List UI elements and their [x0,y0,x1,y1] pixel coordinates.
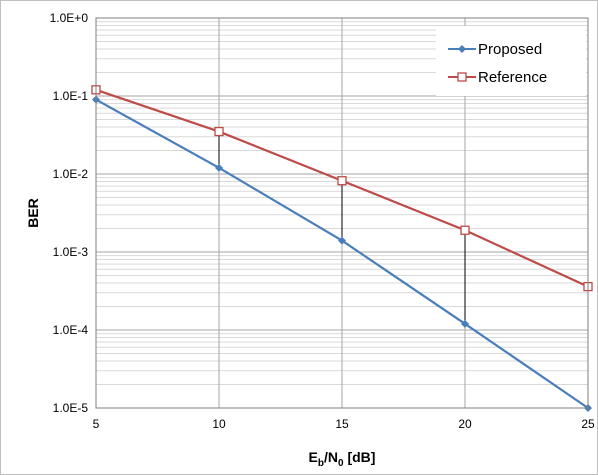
data-point-proposed [215,163,223,172]
plot-area [95,17,589,409]
legend-marker-proposed [458,45,466,53]
x-tick-label: 5 [93,417,100,431]
legend-label-reference: Reference [478,69,547,86]
x-tick-labels: 5 10 15 20 25 [93,417,595,431]
data-point-proposed [461,319,469,328]
data-point-proposed [338,236,346,245]
legend-marker-reference [457,72,467,82]
y-tick-label: 1.0E+0 [50,11,89,25]
y-tick-label: 1.0E-5 [53,401,89,415]
x-axis-title-n: /N [324,449,338,465]
x-tick-label: 15 [335,417,349,431]
x-axis-title: Eb/N0 [dB] [309,449,376,469]
connector-lines [218,131,466,324]
y-tick-labels: 1.0E-5 1.0E-4 1.0E-3 1.0E-2 1.0E-1 1.0E+0 [50,11,89,415]
x-axis-title-unit: [dB] [344,449,376,465]
legend-background [436,26,586,96]
x-tick-label: 25 [581,417,595,431]
data-point-reference [337,176,347,186]
y-tick-label: 1.0E-1 [53,89,89,103]
legend: Proposed Reference [436,26,586,96]
y-tick-label: 1.0E-3 [53,245,89,259]
series [91,85,593,412]
x-tick-label: 10 [212,417,226,431]
x-axis-title-sub-b: b [318,458,324,469]
data-point-reference [460,225,470,235]
x-tick-label: 20 [458,417,472,431]
x-axis-title-sub-0: 0 [338,458,344,469]
y-tick-label: 1.0E-4 [53,323,89,337]
x-axis-title-e: E [309,449,318,465]
legend-label-proposed: Proposed [478,41,542,58]
y-axis-title: BER [25,198,41,228]
y-tick-label: 1.0E-2 [53,167,89,181]
data-point-reference [214,126,224,137]
